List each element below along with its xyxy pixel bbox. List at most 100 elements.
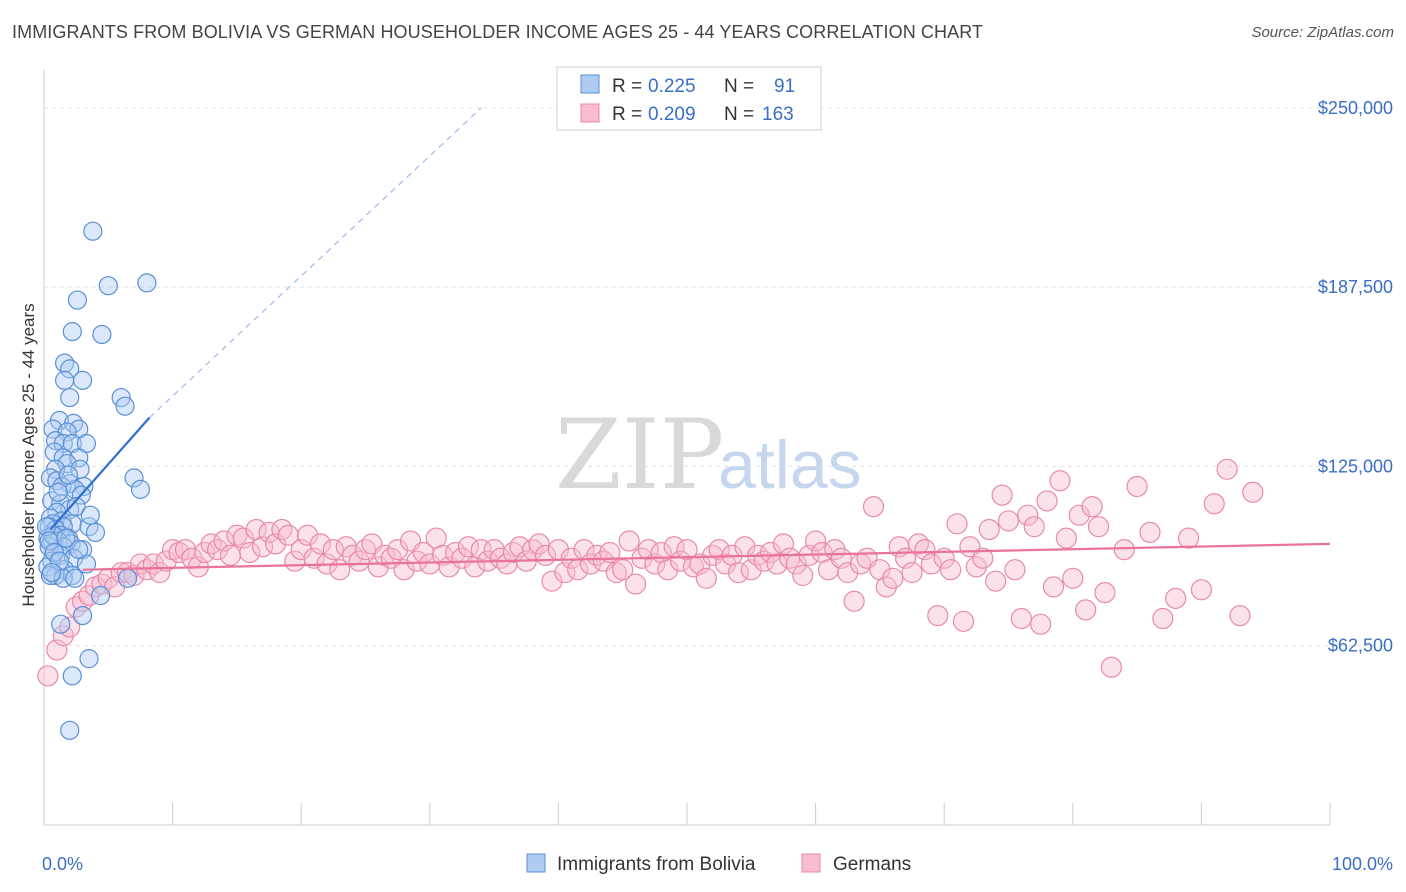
german-point bbox=[875, 576, 897, 598]
legend-n-value-german: 163 bbox=[762, 104, 794, 125]
bolivia-point bbox=[39, 531, 59, 551]
german-point bbox=[1062, 567, 1084, 589]
german-point bbox=[907, 533, 930, 555]
y-axis-title: Householder Income Ages 25 - 44 years bbox=[19, 303, 38, 606]
y-tick-labels: $62,500 $125,000 $187,500 $250,000 bbox=[1318, 98, 1393, 656]
german-point bbox=[451, 547, 473, 569]
german-point bbox=[457, 536, 479, 558]
watermark-atlas: atlas bbox=[718, 427, 862, 503]
german-point bbox=[194, 541, 216, 564]
axes bbox=[43, 70, 1331, 826]
german-point bbox=[1177, 527, 1200, 549]
y-tick-label: $125,000 bbox=[1318, 456, 1393, 476]
german-point bbox=[348, 550, 370, 572]
german-point bbox=[1100, 656, 1122, 678]
german-point bbox=[657, 559, 679, 581]
german-point bbox=[297, 524, 319, 546]
german-point bbox=[1036, 490, 1058, 512]
bottom-legend: Immigrants from Bolivia Germans bbox=[526, 853, 911, 875]
german-point bbox=[1203, 493, 1225, 515]
german-point bbox=[354, 539, 377, 561]
legend-n-label-german: N = bbox=[724, 104, 754, 125]
bolivia-point bbox=[43, 419, 63, 439]
german-point bbox=[927, 604, 949, 627]
german-point bbox=[972, 547, 994, 569]
german-point bbox=[1216, 458, 1238, 480]
legend-r-label-german: R = bbox=[612, 104, 642, 125]
german-point bbox=[759, 541, 782, 564]
german-point bbox=[978, 518, 1000, 541]
german-point bbox=[1030, 613, 1052, 635]
bolivia-point bbox=[36, 517, 57, 537]
german-point bbox=[837, 561, 859, 584]
german-point bbox=[1242, 481, 1264, 503]
bolivia-point bbox=[42, 562, 62, 583]
bolivia-point bbox=[98, 276, 118, 296]
legend-r-label-bolivia: R = bbox=[612, 76, 642, 97]
german-point bbox=[599, 541, 621, 564]
bolivia-point bbox=[67, 290, 88, 310]
german-point bbox=[714, 553, 737, 575]
german-point bbox=[71, 590, 94, 612]
bolivia-point bbox=[72, 605, 93, 626]
bolivia-point bbox=[62, 433, 82, 454]
german-point bbox=[792, 564, 814, 587]
german-point bbox=[766, 553, 788, 575]
german-point bbox=[940, 559, 962, 581]
german-point bbox=[1113, 539, 1135, 561]
german-point bbox=[52, 625, 74, 647]
bolivia-point bbox=[54, 353, 75, 373]
german-point bbox=[1126, 475, 1148, 498]
bolivia-point bbox=[60, 359, 80, 379]
german-point bbox=[239, 541, 261, 564]
german-point bbox=[1042, 576, 1065, 598]
german-point bbox=[1087, 516, 1110, 538]
bolivia-point bbox=[83, 221, 103, 241]
german-point bbox=[277, 524, 299, 546]
german-point bbox=[136, 559, 158, 581]
x-tick-labels: 0.0% 100.0% bbox=[42, 854, 1393, 874]
y-tick-label: $62,500 bbox=[1328, 636, 1393, 656]
bolivia-point bbox=[51, 614, 71, 634]
source-label: Source: ZipAtlas.com bbox=[1251, 24, 1394, 41]
y-tick-label: $187,500 bbox=[1318, 277, 1393, 297]
bottom-legend-swatch-bolivia bbox=[526, 853, 546, 873]
bolivia-point bbox=[49, 551, 70, 571]
german-point bbox=[804, 530, 827, 552]
bolivia-trend-line-dashed bbox=[149, 107, 482, 419]
german-point bbox=[367, 556, 389, 578]
german-point bbox=[933, 547, 955, 569]
german-point bbox=[528, 533, 550, 555]
bottom-legend-swatch-german bbox=[801, 853, 821, 873]
german-point bbox=[586, 544, 608, 566]
legend-n-value-bolivia: 91 bbox=[774, 76, 795, 97]
legend-r-value-german: 0.209 bbox=[648, 104, 696, 125]
german-point bbox=[1190, 579, 1213, 601]
german-point bbox=[952, 610, 975, 632]
german-point bbox=[1055, 527, 1077, 549]
german-point bbox=[1017, 504, 1039, 526]
german-point bbox=[271, 518, 293, 541]
german-point bbox=[322, 539, 344, 561]
german-point bbox=[1004, 559, 1026, 581]
german-point bbox=[946, 513, 968, 535]
bolivia-point bbox=[62, 322, 82, 342]
german-point bbox=[123, 564, 145, 587]
bolivia-points bbox=[36, 221, 157, 740]
bolivia-point bbox=[115, 396, 135, 416]
german-point bbox=[1023, 516, 1045, 538]
bolivia-point bbox=[72, 370, 93, 390]
german-point bbox=[1049, 470, 1071, 492]
bottom-legend-label-bolivia: Immigrants from Bolivia bbox=[557, 854, 756, 875]
german-point bbox=[309, 533, 332, 555]
german-point bbox=[843, 590, 865, 612]
german-point bbox=[387, 539, 409, 561]
german-point bbox=[997, 510, 1020, 532]
trend-lines bbox=[49, 107, 1331, 571]
top-legend: R = 0.225 N = 91 R = 0.209 N = 163 bbox=[556, 66, 822, 131]
top-legend-box bbox=[556, 66, 822, 131]
german-point bbox=[489, 547, 512, 569]
german-point bbox=[200, 533, 222, 555]
x-tick-label-max: 100.0% bbox=[1332, 854, 1393, 874]
